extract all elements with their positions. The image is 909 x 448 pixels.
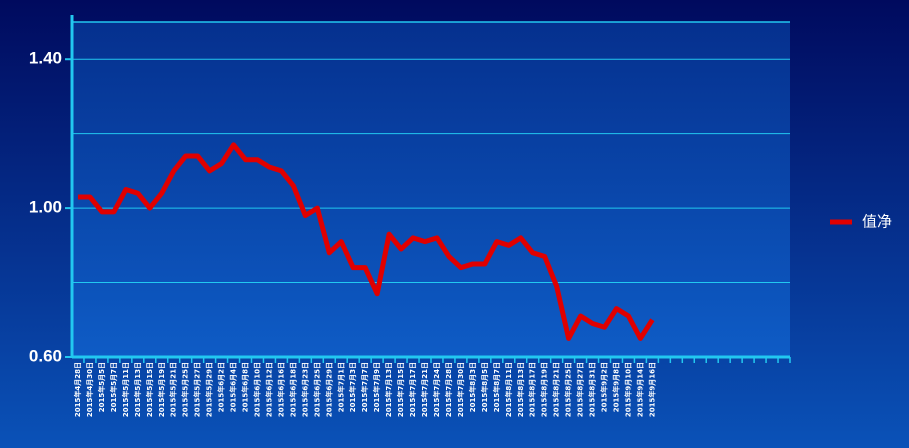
x-tick-label: 2015年6月23日 xyxy=(300,362,309,417)
x-tick-label: 2015年8月5日 xyxy=(480,362,489,412)
x-tick-label: 2015年5月13日 xyxy=(133,362,142,417)
x-tick-label: 2015年7月21日 xyxy=(420,362,429,417)
x-tick-label: 2015年7月24日 xyxy=(432,362,441,417)
x-tick-label: 2015年5月21日 xyxy=(169,362,178,417)
x-tick-label: 2015年4月30日 xyxy=(85,362,94,417)
x-tick-label: 2015年8月3日 xyxy=(468,362,477,412)
plot-area xyxy=(72,22,790,357)
x-tick-label: 2015年9月14日 xyxy=(635,362,644,417)
y-tick-label: 0.60 xyxy=(29,346,62,365)
x-tick-label: 2015年7月30日 xyxy=(456,362,465,417)
x-tick-label: 2015年9月2日 xyxy=(600,362,609,412)
x-tick-label: 2015年5月7日 xyxy=(109,362,118,412)
x-tick-label: 2015年8月25日 xyxy=(564,362,573,417)
series-line xyxy=(77,142,655,341)
x-tick-label: 2015年6月2日 xyxy=(217,362,226,412)
x-tick-label: 2015年6月16日 xyxy=(276,362,285,417)
x-tick-label: 2015年5月5日 xyxy=(97,362,106,412)
x-tick-label: 2015年6月18日 xyxy=(288,362,297,417)
x-tick-label: 2015年9月16日 xyxy=(647,362,656,417)
x-tick-label: 2015年6月12日 xyxy=(264,362,273,417)
x-tick-label: 2015年8月31日 xyxy=(588,362,597,417)
x-tick-label: 2015年9月8日 xyxy=(611,362,620,412)
legend-label: 值净 xyxy=(862,213,892,231)
x-tick-label: 2015年8月19日 xyxy=(540,362,549,417)
x-tick-label: 2015年6月8日 xyxy=(241,362,250,412)
y-tick-label: 1.40 xyxy=(29,49,62,68)
x-tick-label: 2015年8月11日 xyxy=(504,362,513,417)
x-tick-label: 2015年5月27日 xyxy=(193,362,202,417)
x-tick-label: 2015年8月7日 xyxy=(492,362,501,412)
x-tick-label: 2015年6月10日 xyxy=(252,362,261,417)
x-tick-label: 2015年7月7日 xyxy=(360,362,369,412)
x-tick-label: 2015年4月28日 xyxy=(73,362,82,417)
x-tick-label: 2015年8月21日 xyxy=(552,362,561,417)
x-tick-label: 2015年8月27日 xyxy=(576,362,585,417)
x-tick-label: 2015年7月3日 xyxy=(348,362,357,412)
x-tick-label: 2015年7月28日 xyxy=(444,362,453,417)
x-tick-label: 2015年7月13日 xyxy=(384,362,393,417)
x-tick-label: 2015年5月29日 xyxy=(205,362,214,417)
x-tick-label: 2015年7月15日 xyxy=(396,362,405,417)
x-tick-label: 2015年7月17日 xyxy=(408,362,417,417)
x-tick-label: 2015年5月11日 xyxy=(121,362,130,417)
x-tick-label: 2015年6月25日 xyxy=(312,362,321,417)
x-tick-label: 2015年6月4日 xyxy=(229,362,238,412)
y-tick-label: 1.00 xyxy=(29,198,62,217)
x-tick-label: 2015年8月17日 xyxy=(528,362,537,417)
x-tick-label: 2015年5月15日 xyxy=(145,362,154,417)
x-tick-label: 2015年5月19日 xyxy=(157,362,166,417)
x-tick-label: 2015年5月25日 xyxy=(181,362,190,417)
x-tick-label: 2015年7月9日 xyxy=(372,362,381,412)
x-tick-label: 2015年9月10日 xyxy=(623,362,632,417)
x-tick-label: 2015年6月29日 xyxy=(324,362,333,417)
x-tick-label: 2015年7月1日 xyxy=(336,362,345,412)
x-tick-label: 2015年8月13日 xyxy=(516,362,525,417)
